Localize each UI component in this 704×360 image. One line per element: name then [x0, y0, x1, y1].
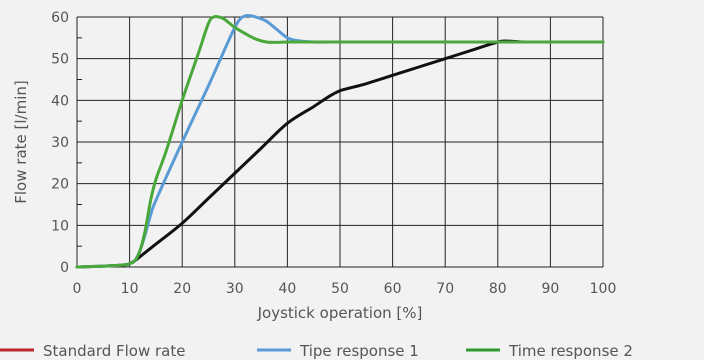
y-tick-labels: 0 10 20 30 40 50 60 [51, 10, 69, 276]
x-tick-label: 10 [121, 281, 139, 297]
series-line-time-response-2 [75, 14, 605, 269]
x-tick-label: 20 [173, 281, 191, 297]
grid [76, 16, 604, 268]
x-tick-label: 40 [278, 281, 296, 297]
legend: Standard Flow rate Tipe response 1 Time re… [0, 342, 633, 360]
x-tick-label: 70 [436, 281, 454, 297]
x-axis-title: Joystick operation [%] [257, 304, 423, 322]
legend-item-time-response-2: Time response 2 [466, 342, 633, 360]
y-tick-label: 0 [60, 260, 69, 276]
x-tick-labels: 0 10 20 30 40 50 60 70 80 90 100 [73, 281, 617, 297]
x-tick-label: 60 [384, 281, 402, 297]
x-tick-label: 50 [331, 281, 349, 297]
y-tick-label: 60 [51, 10, 69, 26]
y-axis-title: Flow rate [l/min] [12, 80, 30, 203]
series-lines [75, 13, 605, 269]
x-tick-label: 30 [226, 281, 244, 297]
x-tick-label: 90 [541, 281, 559, 297]
y-tick-label: 10 [51, 218, 69, 234]
y-tick-label: 20 [51, 177, 69, 193]
x-tick-label: 0 [73, 281, 82, 297]
x-tick-label: 100 [590, 281, 617, 297]
legend-label: Tipe response 1 [299, 342, 419, 360]
y-tick-label: 50 [51, 52, 69, 68]
x-tick-label: 80 [489, 281, 507, 297]
legend-label: Time response 2 [508, 342, 633, 360]
legend-label: Standard Flow rate [43, 342, 186, 360]
y-tick-label: 40 [51, 93, 69, 109]
y-tick-label: 30 [51, 135, 69, 151]
legend-item-standard-flow-rate: Standard Flow rate [0, 342, 186, 360]
legend-item-tipe-response-1: Tipe response 1 [257, 342, 419, 360]
